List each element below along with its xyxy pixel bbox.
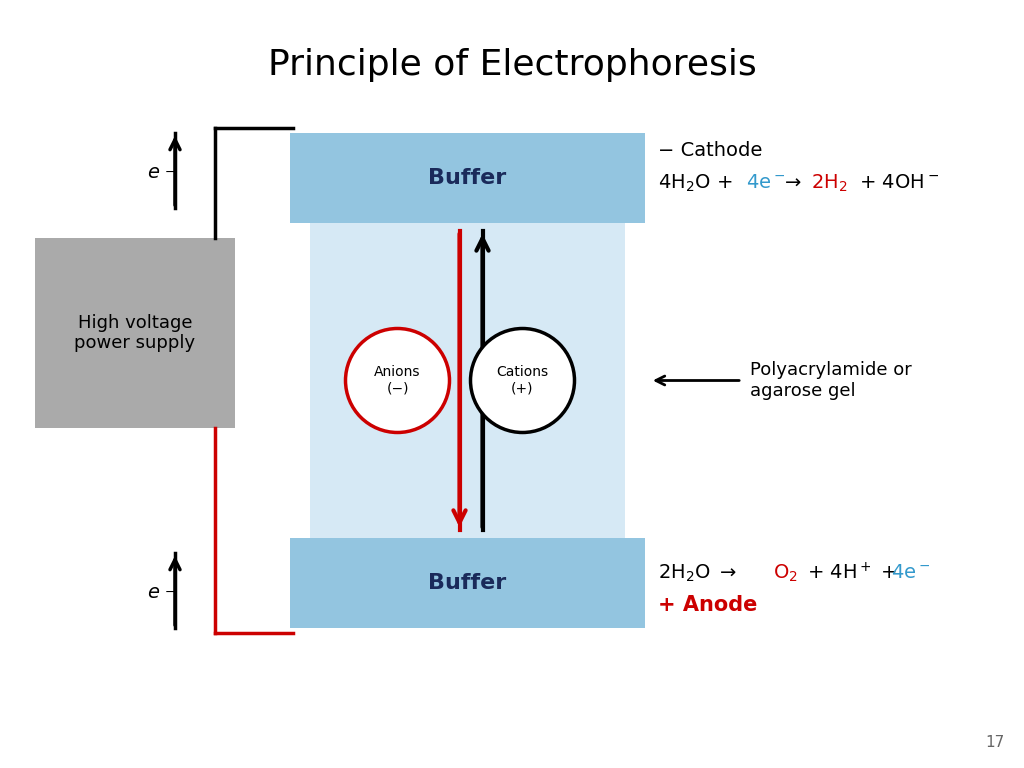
- Text: −: −: [165, 586, 175, 599]
- Text: High voltage
power supply: High voltage power supply: [75, 313, 196, 353]
- Text: Polyacrylamide or
agarose gel: Polyacrylamide or agarose gel: [750, 361, 911, 400]
- Text: 2H$_2$O $\rightarrow$: 2H$_2$O $\rightarrow$: [658, 562, 742, 584]
- Text: 4e$^-$: 4e$^-$: [746, 174, 785, 193]
- Circle shape: [345, 329, 450, 432]
- Text: Cations
(+): Cations (+): [497, 366, 549, 396]
- Text: + 4H$^+$ +: + 4H$^+$ +: [801, 562, 899, 584]
- Text: + 4OH$^-$: + 4OH$^-$: [853, 174, 939, 193]
- Text: $\rightarrow$: $\rightarrow$: [781, 174, 807, 193]
- Text: Principle of Electrophoresis: Principle of Electrophoresis: [267, 48, 757, 82]
- Text: e: e: [147, 584, 159, 603]
- Text: e: e: [147, 164, 159, 183]
- Circle shape: [470, 329, 574, 432]
- Bar: [35, 238, 234, 428]
- Text: O$_2$: O$_2$: [773, 562, 798, 584]
- Text: − Cathode: − Cathode: [658, 141, 763, 160]
- Bar: [310, 223, 625, 538]
- Text: 4e$^-$: 4e$^-$: [891, 564, 930, 582]
- Bar: [290, 133, 645, 223]
- Text: Buffer: Buffer: [428, 168, 507, 188]
- Text: Buffer: Buffer: [428, 573, 507, 593]
- Text: Anions
(−): Anions (−): [374, 366, 421, 396]
- Text: −: −: [165, 166, 175, 179]
- Bar: [290, 538, 645, 628]
- Text: 2H$_2$: 2H$_2$: [811, 172, 848, 194]
- Text: + Anode: + Anode: [658, 595, 758, 615]
- Text: 4H$_2$O +: 4H$_2$O +: [658, 172, 734, 194]
- Text: 17: 17: [986, 735, 1005, 750]
